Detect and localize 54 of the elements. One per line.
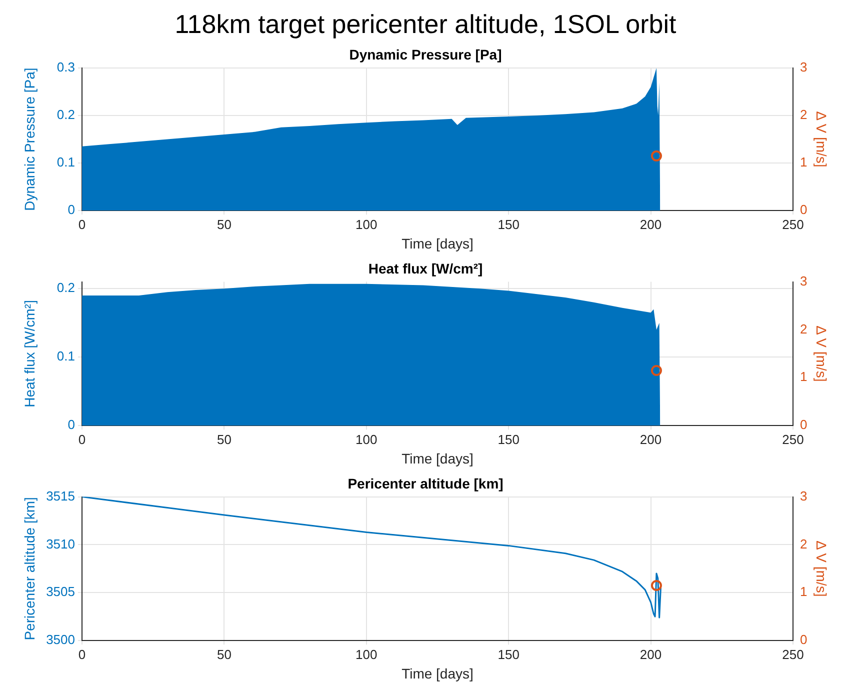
y2-axis-title: Δ V [m/s] (814, 326, 830, 382)
x-tick-label: 50 (216, 646, 232, 662)
x-tick-label: 250 (782, 646, 804, 662)
y-tick-label: 3505 (46, 584, 75, 600)
x-tick-label: 150 (498, 432, 520, 447)
y-tick-label: 0.3 (56, 60, 75, 75)
y2-tick-label: 0 (800, 632, 808, 648)
chart-title: Pericenter altitude [km] (348, 475, 504, 492)
y-tick-label: 0 (68, 202, 75, 218)
x-tick-label: 200 (640, 216, 662, 232)
x-tick-label: 0 (78, 216, 86, 232)
y2-axis-title: Δ V [m/s] (814, 540, 830, 597)
chart-subtitle: Dynamic Pressure [Pa] (349, 46, 502, 62)
y-tick-label: 0 (68, 417, 75, 432)
y2-axis-title: Δ V [m/s] (814, 111, 830, 168)
y2-tick-label: 2 (800, 536, 808, 552)
x-tick-label: 50 (216, 216, 232, 232)
x-tick-label: 200 (640, 646, 662, 662)
x-axis-title: Time [days] (402, 450, 474, 466)
x-tick-label: 200 (640, 432, 662, 447)
y2-tick-label: 1 (800, 154, 808, 170)
y-tick-label: 3510 (46, 536, 75, 552)
y-tick-label: 3515 (46, 488, 75, 504)
x-tick-label: 150 (498, 646, 520, 662)
y2-tick-label: 3 (800, 60, 808, 75)
y2-tick-label: 1 (800, 584, 808, 600)
y-axis-title: Pericenter altitude [km] (21, 497, 38, 640)
y-tick-label: 0.1 (56, 348, 75, 364)
y2-tick-label: 2 (800, 321, 808, 336)
y-axis-title: Dynamic Pressure [Pa] (21, 68, 38, 211)
y2-tick-label: 2 (800, 107, 808, 122)
x-tick-label: 100 (356, 646, 378, 662)
x-tick-label: 0 (78, 432, 86, 447)
y-tick-label: 0.1 (56, 154, 75, 170)
x-tick-label: 150 (498, 216, 520, 232)
x-tick-label: 50 (216, 432, 232, 447)
y2-tick-label: 0 (800, 202, 808, 218)
y2-tick-label: 3 (800, 488, 808, 504)
y-tick-label: 0.2 (56, 107, 75, 122)
x-axis-title: Time [days] (402, 235, 474, 252)
y2-tick-label: 3 (800, 273, 808, 288)
x-tick-label: 100 (356, 216, 378, 232)
x-tick-label: 0 (78, 646, 86, 662)
x-tick-label: 250 (782, 432, 804, 447)
y2-tick-label: 1 (800, 369, 808, 384)
y-tick-label: 0.2 (56, 280, 75, 296)
y2-tick-label: 0 (800, 417, 808, 432)
chart-title: Heat flux [W/cm²] (368, 260, 483, 276)
y-axis-title: Heat flux [W/cm²] (21, 300, 38, 408)
chart-title: 118km target pericenter altitude, 1SOL orbit (174, 8, 678, 39)
x-axis-title: Time [days] (402, 665, 474, 682)
x-tick-label: 100 (356, 432, 378, 447)
y-tick-label: 3500 (46, 632, 75, 648)
x-tick-label: 250 (782, 216, 804, 232)
